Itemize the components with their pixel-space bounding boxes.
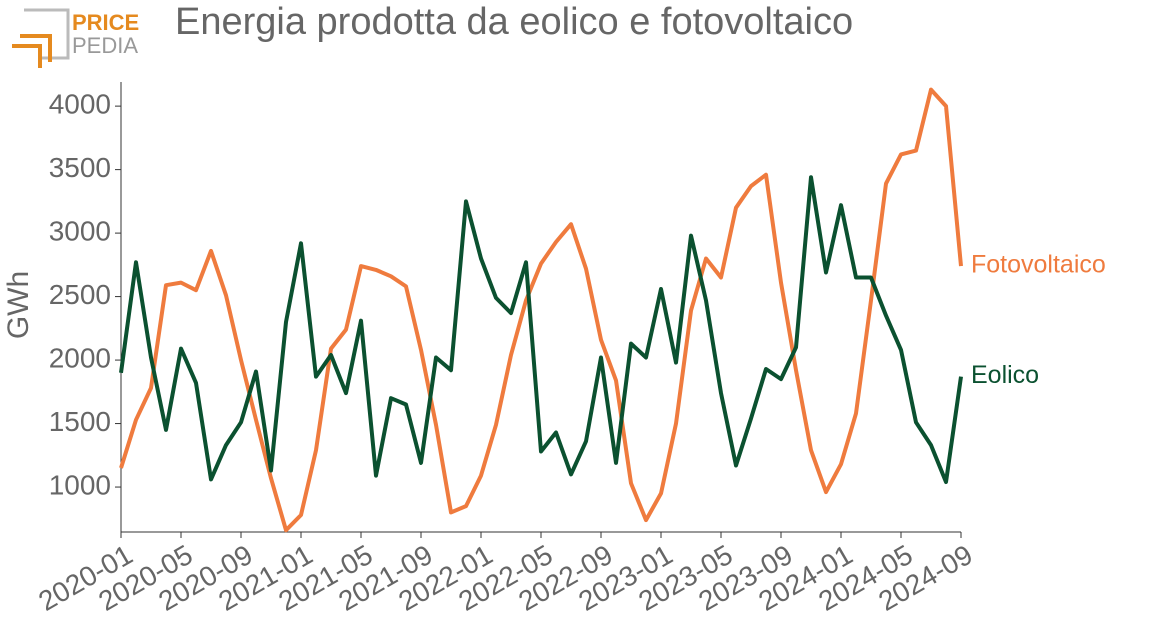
logo-mark [24,8,70,60]
series-line [119,175,963,484]
logo-mark [12,34,52,68]
y-axis-label: GWh [2,271,35,339]
series-line [119,87,963,533]
chart-title: Energia prodotta da eolico e fotovoltaic… [175,1,853,43]
y-tick-label: 1500 [49,406,111,437]
logo-text: PRICE [72,10,139,35]
y-tick-label: 3500 [49,152,111,183]
logo-text: PEDIA [72,33,138,58]
y-tick-label: 4000 [49,89,111,120]
y-tick-label: 1000 [49,469,111,500]
y-tick-label: 3000 [49,215,111,246]
logo: PRICE PEDIA [12,8,139,68]
y-tick-label: 2500 [49,279,111,310]
y-tick-label: 2000 [49,342,111,373]
series-label: Fotovoltaico [971,251,1106,279]
series-label: Eolico [971,361,1039,389]
